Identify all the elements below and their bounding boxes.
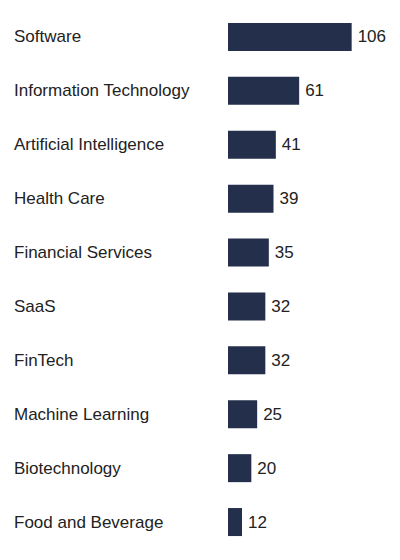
- svg-text:41: 41: [282, 135, 301, 154]
- svg-text:Artificial Intelligence: Artificial Intelligence: [14, 135, 164, 154]
- svg-text:12: 12: [248, 513, 267, 532]
- svg-text:Health Care: Health Care: [14, 189, 105, 208]
- svg-text:Software: Software: [14, 27, 81, 46]
- svg-text:Machine Learning: Machine Learning: [14, 405, 149, 424]
- svg-text:39: 39: [280, 189, 299, 208]
- svg-text:Biotechnology: Biotechnology: [14, 459, 121, 478]
- svg-text:32: 32: [271, 297, 290, 316]
- svg-text:32: 32: [271, 351, 290, 370]
- svg-text:20: 20: [257, 459, 276, 478]
- svg-text:Information Technology: Information Technology: [14, 81, 190, 100]
- svg-text:Food and Beverage: Food and Beverage: [14, 513, 163, 532]
- svg-text:FinTech: FinTech: [14, 351, 74, 370]
- svg-text:106: 106: [358, 27, 386, 46]
- svg-text:25: 25: [263, 405, 282, 424]
- svg-text:SaaS: SaaS: [14, 297, 56, 316]
- svg-text:35: 35: [275, 243, 294, 262]
- svg-text:Financial Services: Financial Services: [14, 243, 152, 262]
- svg-text:61: 61: [305, 81, 324, 100]
